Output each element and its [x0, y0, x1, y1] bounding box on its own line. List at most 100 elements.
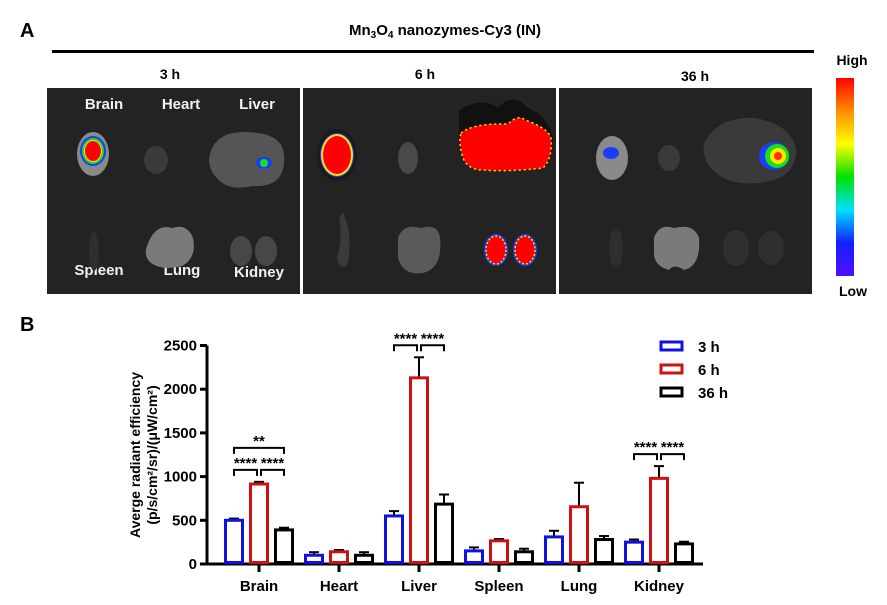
colorbar [836, 78, 854, 276]
y-tick-label: 2000 [164, 381, 197, 398]
y-tick-label: 1000 [164, 469, 197, 486]
title-part: nanozymes-Cy3 (IN) [393, 22, 541, 39]
signal-liver-peak [459, 117, 553, 172]
x-tick-label: Brain [240, 578, 278, 595]
bar-3h-kidney [624, 540, 644, 564]
significance-label: **** [421, 330, 445, 347]
bar-6h-kidney [649, 476, 669, 565]
significance-annotations: **** ********** ******** **** [233, 330, 685, 476]
signal-liver-mid [260, 159, 268, 167]
x-tick-label: Kidney [634, 578, 685, 595]
bar-3h-lung [544, 535, 564, 565]
bar-36h-spleen [514, 550, 534, 565]
bars [224, 356, 694, 565]
legend-swatch-6h [659, 363, 684, 375]
significance-bracket [660, 453, 685, 461]
legend-label: 6 h [698, 362, 720, 379]
y-tick-label: 500 [172, 512, 197, 529]
signal-kidney-left-peak [485, 235, 507, 265]
x-tick-label: Lung [561, 578, 598, 595]
bar-6h-brain [249, 482, 269, 565]
timepoint-36h: 36 h [680, 68, 709, 84]
significance-label: **** [661, 439, 685, 456]
heart-tissue [658, 145, 680, 171]
bar-36h-lung [594, 538, 614, 564]
bar-6h-spleen [489, 539, 509, 565]
legend-swatch-3h [659, 340, 684, 352]
significance-bracket [233, 468, 258, 476]
imaging-panel-3h: Brain Heart Liver Spleen Lung Kidney [47, 88, 300, 294]
legend: 3 h 6 h 36 h [659, 339, 728, 402]
spleen-tissue [89, 231, 99, 271]
title-subscript: 3 [370, 30, 377, 41]
colorbar-high-label: High [836, 52, 868, 68]
organs-3h-image [77, 132, 285, 271]
legend-label: 3 h [698, 339, 720, 356]
colorbar-low-label: Low [839, 283, 867, 299]
significance-bracket [233, 446, 285, 454]
organs-36h-image [596, 117, 797, 270]
bar-6h-lung [569, 505, 589, 565]
panel-a-title: Mn3O4 nanozymes-Cy3 (IN) [250, 22, 640, 41]
lung-tissue [145, 226, 194, 268]
lung-tissue [398, 226, 441, 274]
y-tick-label: 2500 [164, 338, 197, 355]
bar-3h-liver [384, 514, 404, 564]
bar-36h-liver [434, 502, 454, 564]
bar-6h-liver [409, 376, 429, 565]
bar-36h-kidney [674, 542, 694, 564]
imaging-panel-36h [559, 88, 812, 294]
signal-brain-peak [85, 141, 101, 161]
organ-label-liver: Liver [239, 96, 275, 113]
y-tick-label: 1500 [164, 425, 197, 442]
significance-bracket [260, 468, 285, 476]
bar-36h-heart [354, 553, 374, 564]
bar-chart: Averge radiant efficiency (p/s/cm²/sr)/(… [127, 330, 728, 595]
timepoint-6h: 6 h [414, 66, 436, 82]
kidney-tissue-right [255, 236, 277, 266]
organ-label-spleen: Spleen [74, 262, 124, 279]
x-tick-label: Spleen [474, 578, 523, 595]
organ-label-brain: Brain [84, 96, 124, 113]
axes: 0 500 1000 1500 2000 2500 Brain Heart Liver Splee… [164, 338, 703, 595]
significance-bracket [633, 453, 658, 461]
title-part: Mn [348, 22, 371, 39]
signal-brain-low [603, 147, 619, 159]
significance-label: **** [261, 455, 285, 472]
bar-3h-brain [224, 518, 244, 565]
signal-kidney-right-peak [514, 235, 536, 265]
significance-label: **** [634, 439, 658, 456]
bar-3h-spleen [464, 549, 484, 564]
bar-3h-heart [304, 553, 324, 564]
y-axis-label-line1: Averge radiant efficiency [127, 372, 143, 538]
legend-swatch-36h [659, 386, 684, 398]
kidney-tissue-right [758, 231, 784, 265]
spleen-tissue [609, 228, 623, 268]
timepoint-3h: 3 h [159, 66, 181, 82]
legend-label: 36 h [698, 385, 728, 402]
liver-tissue [209, 132, 285, 188]
heart-tissue [398, 142, 418, 174]
bar-36h-brain [274, 528, 294, 564]
title-subscript: 4 [387, 30, 394, 41]
imaging-panel-6h [303, 88, 556, 294]
significance-label: **** [394, 330, 418, 347]
organ-label-heart: Heart [161, 96, 201, 113]
kidney-tissue-left [723, 230, 749, 266]
y-axis-label: Averge radiant efficiency (p/s/cm²/sr)/(… [127, 372, 160, 538]
signal-brain-peak [323, 136, 351, 174]
organ-label-kidney: Kidney [233, 264, 284, 281]
significance-label: ** [253, 433, 265, 450]
bar-6h-heart [329, 550, 349, 565]
spleen-tissue [337, 213, 350, 267]
x-tick-label: Heart [320, 578, 358, 595]
kidney-tissue-left [230, 236, 252, 266]
lung-tissue [654, 226, 700, 270]
panel-a-label: A [20, 20, 35, 42]
title-divider-line [52, 50, 814, 53]
panel-b-label: B [20, 314, 35, 336]
x-tick-label: Liver [401, 578, 437, 595]
heart-tissue [144, 146, 168, 174]
title-part: O [376, 22, 388, 39]
y-axis-label-line2: (p/s/cm²/sr)/(μW/cm²) [144, 385, 160, 524]
